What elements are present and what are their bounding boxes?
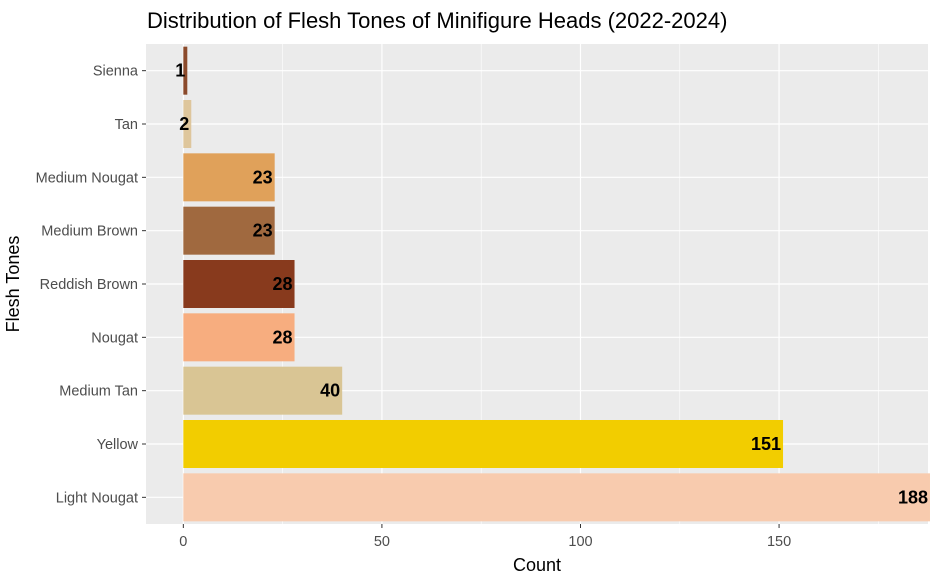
data-labels: 1 2 23 23 28 28 40 151 188 <box>175 61 928 508</box>
y-tick-label: Medium Tan <box>59 384 138 400</box>
y-tick-label: Medium Brown <box>41 224 138 240</box>
bar <box>183 366 343 415</box>
y-tick-label: Sienna <box>93 64 139 80</box>
x-tick-label: 0 <box>179 534 187 550</box>
bar <box>183 313 295 362</box>
bar <box>183 46 188 95</box>
bar <box>183 153 275 202</box>
bar <box>183 473 930 522</box>
data-label: 28 <box>273 274 293 294</box>
data-label: 28 <box>273 327 293 347</box>
y-tick-label: Tan <box>115 117 138 133</box>
data-label: 1 <box>175 61 185 81</box>
y-tick-label: Light Nougat <box>56 490 138 506</box>
data-label: 23 <box>253 167 273 187</box>
y-tick-label: Nougat <box>91 330 138 346</box>
chart-title: Distribution of Flesh Tones of Minifigur… <box>147 8 727 33</box>
bar <box>183 206 275 255</box>
bar <box>183 420 784 468</box>
y-tick-label: Yellow <box>97 437 139 453</box>
y-axis-title: Flesh Tones <box>3 236 23 333</box>
bar <box>183 260 295 308</box>
x-axis-title: Count <box>513 555 561 575</box>
y-tick-label: Medium Nougat <box>36 170 138 186</box>
data-label: 23 <box>253 221 273 241</box>
data-label: 151 <box>751 434 781 454</box>
bar <box>183 100 192 148</box>
x-tick-label: 150 <box>767 534 791 550</box>
y-tick-label: Reddish Brown <box>40 277 138 293</box>
x-tick-label: 50 <box>374 534 390 550</box>
data-label: 40 <box>320 381 340 401</box>
data-label: 2 <box>179 114 189 134</box>
y-axis-ticks: Sienna Tan Medium Nougat Medium Brown Reddis… <box>36 64 146 506</box>
bars <box>183 46 930 522</box>
x-axis-ticks: 0 50 100 150 <box>179 524 791 550</box>
x-tick-label: 100 <box>568 534 592 550</box>
data-label: 188 <box>898 487 928 507</box>
